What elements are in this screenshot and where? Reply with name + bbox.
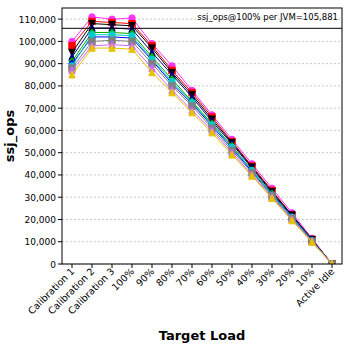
tick-label: 70,000 xyxy=(25,104,57,114)
series-line xyxy=(72,28,332,264)
marker xyxy=(229,151,235,158)
marker xyxy=(89,44,95,51)
grid-line xyxy=(62,241,342,242)
marker xyxy=(209,129,215,136)
series-line xyxy=(72,24,332,264)
marker xyxy=(69,43,75,49)
tick xyxy=(212,264,213,268)
y-axis-label: ssj_ops xyxy=(2,110,18,163)
series-line xyxy=(72,32,332,264)
marker xyxy=(129,45,135,52)
tick xyxy=(58,197,62,198)
tick-label: 90,000 xyxy=(25,59,57,69)
tick-label: 60,000 xyxy=(25,126,57,136)
tick xyxy=(112,264,113,268)
tick-label: 90% xyxy=(134,266,157,289)
tick xyxy=(312,264,313,268)
tick-label: 60% xyxy=(194,266,217,289)
tick xyxy=(58,108,62,109)
tick xyxy=(58,264,62,265)
marker xyxy=(249,172,255,179)
marker xyxy=(289,217,295,224)
tick xyxy=(58,219,62,220)
tick-label: 70% xyxy=(174,266,197,289)
marker xyxy=(149,69,155,76)
series-line xyxy=(72,17,332,264)
grid-line xyxy=(62,63,342,64)
series-line xyxy=(72,40,332,264)
tick-label: 80,000 xyxy=(25,81,57,91)
marker xyxy=(309,238,315,245)
marker xyxy=(169,89,175,96)
series-line xyxy=(72,37,332,264)
plot-bg xyxy=(62,8,342,264)
tick xyxy=(58,152,62,153)
tick-label: Calibration 3 xyxy=(66,266,117,317)
tick-label: 40% xyxy=(234,266,257,289)
plot-frame xyxy=(62,8,342,264)
marker xyxy=(269,195,275,202)
tick-label: 0 xyxy=(50,260,56,270)
tick xyxy=(192,264,193,268)
tick-label: 100% xyxy=(109,266,136,293)
tick xyxy=(58,241,62,242)
tick xyxy=(172,264,173,268)
tick-label: 50,000 xyxy=(25,148,57,158)
series-line xyxy=(72,48,332,264)
marker xyxy=(69,71,75,78)
series-line xyxy=(72,35,332,264)
tick xyxy=(132,264,133,268)
tick xyxy=(232,264,233,268)
tick xyxy=(58,41,62,42)
tick-label: 20,000 xyxy=(25,215,57,225)
marker xyxy=(189,109,195,116)
tick-label: 30,000 xyxy=(25,193,57,203)
tick xyxy=(58,63,62,64)
tick xyxy=(152,264,153,268)
tick xyxy=(92,264,93,268)
tick-label: 30% xyxy=(254,266,277,289)
tick-label: 20% xyxy=(274,266,297,289)
tick-label: 80% xyxy=(154,266,177,289)
marker xyxy=(89,32,95,38)
tick-label: 40,000 xyxy=(25,170,57,180)
annotation: ssj_ops@100% per JVM=105,881 xyxy=(197,12,338,22)
tick xyxy=(58,130,62,131)
tick-label: 10,000 xyxy=(25,237,57,247)
grid-line xyxy=(62,85,342,86)
grid-line xyxy=(62,152,342,153)
tick xyxy=(272,264,273,268)
tick xyxy=(252,264,253,268)
tick xyxy=(72,264,73,268)
series-line xyxy=(72,21,332,264)
grid-line xyxy=(62,219,342,220)
tick xyxy=(332,264,333,268)
series-group xyxy=(69,14,335,264)
chart: 0 10,000 20,000 30,000 40,000 50,000 60,000 70,… xyxy=(0,0,348,348)
grid-line xyxy=(62,130,342,131)
tick xyxy=(58,85,62,86)
series-line xyxy=(72,45,332,264)
tick-label: 100,000 xyxy=(19,37,56,47)
tick xyxy=(58,174,62,175)
tick-label: Active Idle xyxy=(293,266,336,309)
grid-line xyxy=(62,174,342,175)
marker xyxy=(329,260,335,264)
marker xyxy=(109,44,115,51)
tick xyxy=(292,264,293,268)
grid-line xyxy=(62,197,342,198)
reference-line xyxy=(62,28,342,29)
tick-label: 110,000 xyxy=(19,15,56,25)
tick-label: 50% xyxy=(214,266,237,289)
tick xyxy=(58,19,62,20)
x-axis-label: Target Load xyxy=(159,328,246,343)
